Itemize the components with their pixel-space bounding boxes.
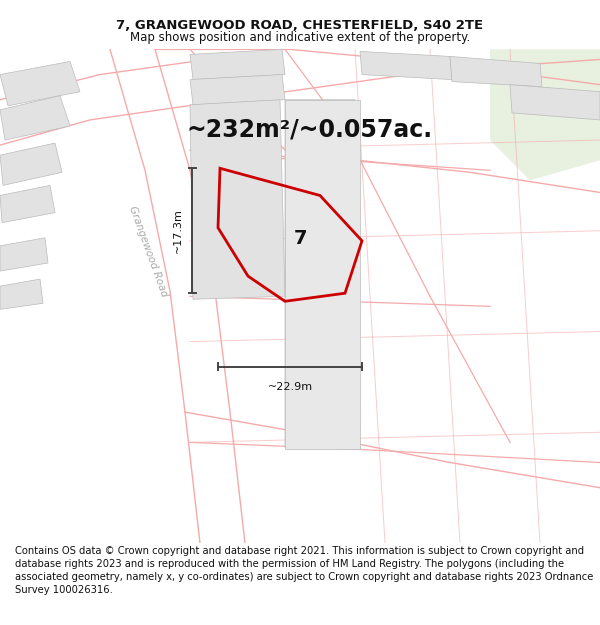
Polygon shape <box>0 96 70 140</box>
Text: Contains OS data © Crown copyright and database right 2021. This information is : Contains OS data © Crown copyright and d… <box>15 546 593 595</box>
Text: Map shows position and indicative extent of the property.: Map shows position and indicative extent… <box>130 31 470 44</box>
Polygon shape <box>0 143 62 186</box>
Polygon shape <box>190 100 285 299</box>
Polygon shape <box>360 51 452 79</box>
Text: ~232m²/~0.057ac.: ~232m²/~0.057ac. <box>187 118 433 142</box>
Polygon shape <box>510 84 600 120</box>
Text: Grangewood Road: Grangewood Road <box>127 204 169 298</box>
Polygon shape <box>190 49 285 79</box>
Polygon shape <box>190 74 285 105</box>
Text: 7: 7 <box>293 229 307 248</box>
Polygon shape <box>490 49 600 181</box>
Text: ~17.3m: ~17.3m <box>173 208 183 253</box>
Polygon shape <box>285 100 360 449</box>
Polygon shape <box>450 56 542 87</box>
Polygon shape <box>0 238 48 271</box>
Polygon shape <box>285 100 360 449</box>
Text: 7, GRANGEWOOD ROAD, CHESTERFIELD, S40 2TE: 7, GRANGEWOOD ROAD, CHESTERFIELD, S40 2T… <box>116 19 484 32</box>
Text: ~22.9m: ~22.9m <box>268 382 313 392</box>
Polygon shape <box>0 186 55 222</box>
Polygon shape <box>0 279 43 309</box>
Polygon shape <box>0 61 80 106</box>
